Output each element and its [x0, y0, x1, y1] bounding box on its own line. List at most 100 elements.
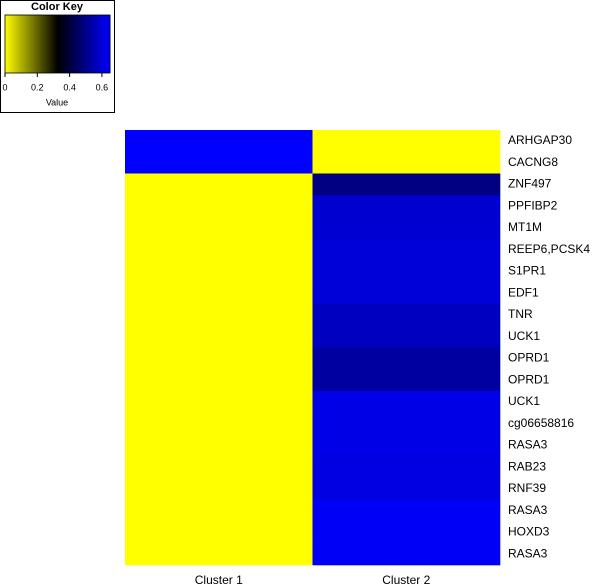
heatmap-cell [312, 347, 501, 370]
heatmap-cell [312, 434, 501, 457]
key-swatch [89, 15, 92, 73]
key-swatch [94, 15, 97, 73]
key-swatch [22, 15, 25, 73]
heatmap-cell [312, 499, 501, 522]
row-label: RASA3 [508, 503, 548, 517]
key-swatch [78, 15, 81, 73]
key-swatch [76, 15, 79, 73]
row-label: MT1M [508, 220, 542, 234]
key-swatch [47, 15, 50, 73]
key-tick-label: 0.4 [63, 82, 76, 92]
row-label: cg06658816 [508, 416, 574, 430]
key-swatch [48, 15, 51, 73]
key-swatch [90, 15, 93, 73]
heatmap-cell [312, 478, 501, 501]
heatmap-cell [125, 521, 313, 544]
key-swatch [50, 15, 53, 73]
heatmap-cell [125, 369, 313, 392]
row-label: EDF1 [508, 285, 539, 299]
column-label: Cluster 2 [382, 573, 430, 587]
key-swatch [40, 15, 43, 73]
key-swatch [15, 15, 18, 73]
key-swatch [82, 15, 85, 73]
key-swatch [24, 15, 27, 73]
row-label: OPRD1 [508, 372, 550, 386]
key-swatch [92, 15, 95, 73]
key-border [4, 14, 111, 74]
row-label: CACNG8 [508, 155, 558, 169]
row-label: RNF39 [508, 481, 546, 495]
key-swatch [10, 15, 13, 73]
key-swatch [69, 15, 72, 73]
row-label: ZNF497 [508, 177, 552, 191]
row-label: PPFIBP2 [508, 198, 558, 212]
heatmap-cell [125, 325, 313, 348]
key-swatch [80, 15, 83, 73]
heatmap-cell [125, 260, 313, 283]
key-swatch [41, 15, 44, 73]
key-swatch [6, 15, 9, 73]
heatmap-cell [312, 260, 501, 283]
heatmap-cell [125, 151, 313, 174]
key-swatch [55, 15, 58, 73]
key-swatch [52, 15, 55, 73]
key-swatch [34, 15, 37, 73]
key-swatch [29, 15, 32, 73]
row-label: RASA3 [508, 546, 548, 560]
heatmap-cell [125, 130, 313, 153]
heatmap-cell [312, 151, 501, 174]
key-swatch [103, 15, 106, 73]
heatmap-cell [125, 434, 313, 457]
key-swatch [26, 15, 29, 73]
key-title: Color Key [31, 1, 84, 13]
heatmap-cell [125, 238, 313, 261]
key-swatch [87, 15, 90, 73]
heatmap-cell [125, 456, 313, 479]
key-swatch [85, 15, 88, 73]
heatmap-cell [125, 478, 313, 501]
heatmap-cell [125, 282, 313, 305]
key-swatch [45, 15, 48, 73]
key-swatch [17, 15, 20, 73]
row-label: UCK1 [508, 329, 540, 343]
heatmap-cell [312, 521, 501, 544]
key-tick-label: 0.6 [96, 82, 109, 92]
heatmap-cell [125, 412, 313, 435]
heatmap-cell [312, 304, 501, 327]
key-swatch [36, 15, 39, 73]
row-label: REEP6,PCSK4 [508, 242, 590, 256]
heatmap-cell [125, 499, 313, 522]
key-swatch [73, 15, 76, 73]
heatmap-cell [312, 369, 501, 392]
key-tick-label: 0.2 [31, 82, 44, 92]
key-tick-label: 0 [2, 82, 7, 92]
key-swatch [62, 15, 65, 73]
key-swatch [104, 15, 107, 73]
key-swatch [12, 15, 15, 73]
key-swatch [20, 15, 23, 73]
heatmap-cell [312, 130, 501, 153]
heatmap-cell [312, 217, 501, 240]
heatmap-cell [312, 456, 501, 479]
key-swatch [19, 15, 22, 73]
row-label: OPRD1 [508, 351, 550, 365]
row-label: TNR [508, 307, 533, 321]
key-swatch [61, 15, 64, 73]
key-swatch [13, 15, 16, 73]
key-swatch [96, 15, 99, 73]
key-swatch [108, 15, 111, 73]
key-swatch [8, 15, 11, 73]
key-swatch [99, 15, 102, 73]
heatmap-cell [125, 217, 313, 240]
key-swatch [54, 15, 57, 73]
column-label: Cluster 1 [195, 573, 243, 587]
heatmap-cell [125, 391, 313, 414]
key-swatch [66, 15, 69, 73]
key-frame [0, 0, 115, 113]
key-label: Value [46, 97, 68, 107]
row-label: HOXD3 [508, 525, 550, 539]
key-swatch [64, 15, 67, 73]
heatmap-cell [312, 282, 501, 305]
key-swatch [101, 15, 104, 73]
